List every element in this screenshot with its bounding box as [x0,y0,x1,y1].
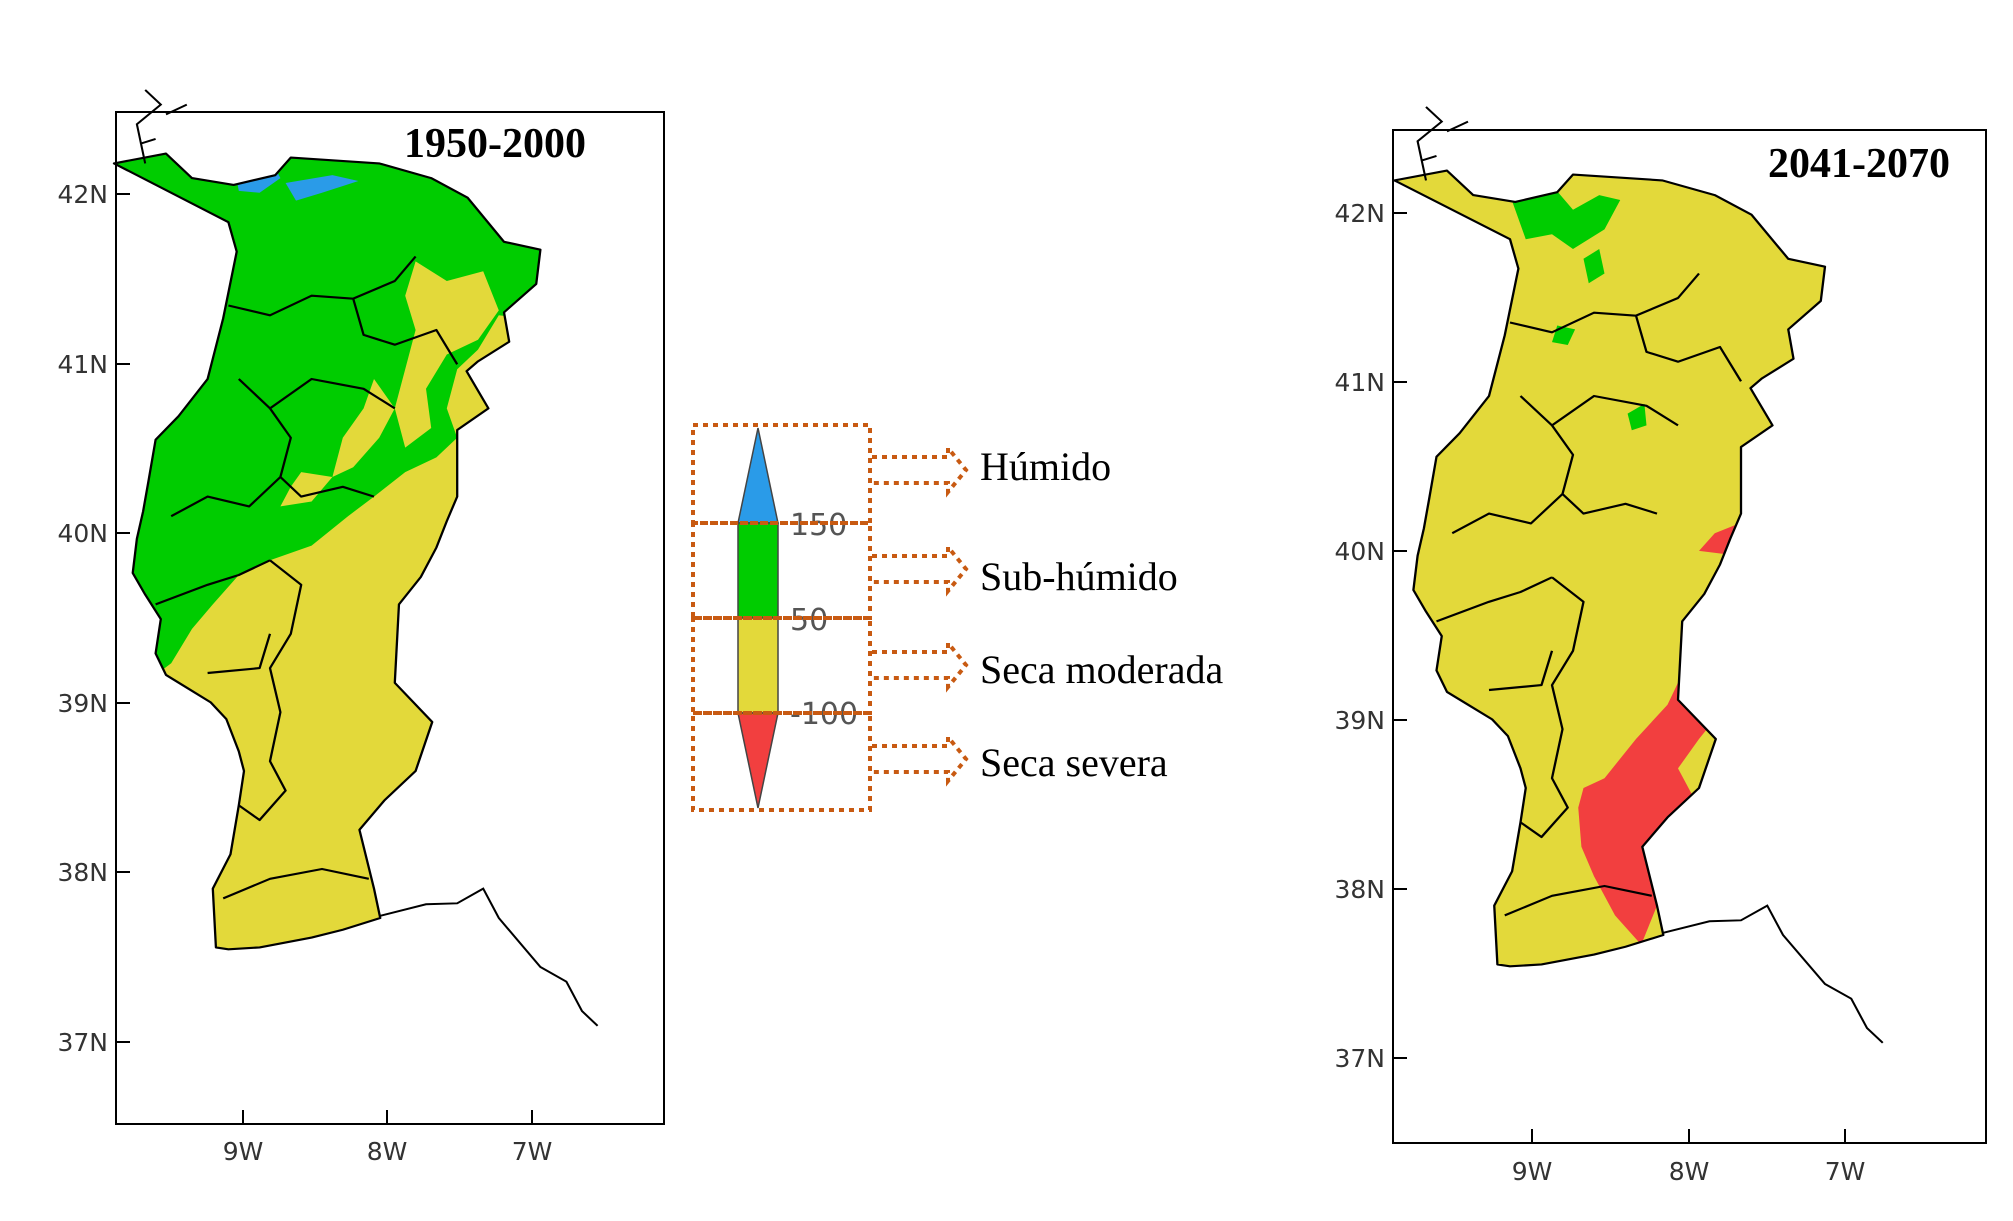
coastline-north-spain [135,89,188,164]
panel-title: 2041-2070 [1768,141,1950,187]
panel-title: 1950-2000 [404,121,586,167]
lon-tick-label: 7W [512,1137,553,1166]
colorbar-humid-triangle [737,427,779,524]
map-frame [115,111,665,1125]
lat-tick-label: 41N [57,350,108,379]
lat-tick-label: 41N [1334,368,1385,397]
lat-tick-label: 37N [1334,1044,1385,1073]
portugal-map [1393,106,1884,1044]
coastline-south-spain [378,887,599,1027]
legend-arrow [872,442,969,498]
lat-tick-label: 39N [1334,706,1385,735]
lat-tick-label: 42N [1334,199,1385,228]
colorbar-threshold-label: 50 [790,603,828,638]
latitude-ticks: 42N 41N 40N 39N 38N 37N [57,180,130,1057]
lat-tick-label: 39N [57,689,108,718]
zone-sub-humid [1510,185,1621,249]
lat-tick-label: 38N [57,858,108,887]
zone-moderate-patch [394,261,499,448]
colorbar-subhumid [737,522,779,619]
legend-label-severe: Seca severa [980,740,1168,785]
legend-arrow [872,731,969,787]
zone-severe [1578,660,1731,945]
lon-tick-label: 7W [1825,1157,1866,1186]
legend-bracket [691,711,872,812]
longitude-ticks: 9W 8W 7W [223,1110,553,1166]
lon-tick-label: 8W [1669,1157,1710,1186]
lat-tick-label: 40N [57,519,108,548]
colorbar-severe-triangle [737,712,779,809]
legend-bracket [691,423,872,525]
lat-tick-label: 38N [1334,875,1385,904]
legend-label-subhumid: Sub-húmido [980,554,1178,599]
zone-moderate-patch [280,472,333,507]
zone-moderate-patch [332,379,395,477]
legend-label-humid: Húmido [980,444,1111,489]
lat-tick-label: 40N [1334,537,1385,566]
legend-arrow [872,637,969,693]
coastline-north-spain [1416,106,1469,181]
zone-sub-humid [1583,249,1605,284]
lon-tick-label: 8W [367,1137,408,1166]
lon-tick-label: 9W [1512,1157,1553,1186]
lat-tick-label: 42N [57,180,108,209]
legend-bracket [691,521,872,620]
portugal-map [112,89,599,1027]
coastline-south-spain [1661,904,1884,1044]
lat-tick-label: 37N [57,1028,108,1057]
legend-bracket [691,616,872,715]
lon-tick-label: 9W [223,1137,264,1166]
colorbar-legend: 150 50 -100 Húmido Sub-húmido Seca moder… [691,423,1223,812]
longitude-ticks: 9W 8W 7W [1512,1129,1866,1186]
colorbar-moderate [737,617,779,714]
zone-humid [285,175,359,201]
legend-label-moderate: Seca moderada [980,647,1223,692]
zone-sub-humid [1627,403,1647,431]
colorbar-threshold-label: 150 [790,508,847,543]
district-borders [155,255,459,900]
legend-arrow [872,541,969,597]
district-borders [1436,272,1743,917]
latitude-ticks: 42N 41N 40N 39N 38N 37N [1334,199,1407,1073]
map-panel-2041-2070: 2041-2070 42N 41N 40N 39N 38N 37N 9W 8W … [1334,106,1987,1186]
map-panel-1950-2000: 1950-2000 42N 41N 40N 39N 38N 37N 9W 8W … [57,89,665,1166]
